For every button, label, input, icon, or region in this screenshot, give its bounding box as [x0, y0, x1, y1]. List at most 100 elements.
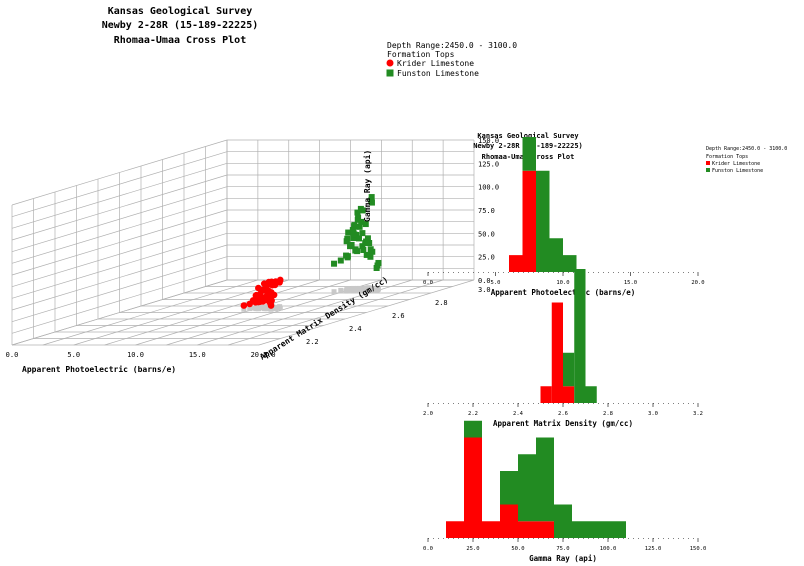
- legend-funston-marker: [386, 69, 394, 77]
- funston-point: [350, 229, 357, 236]
- histogram-tick-label: 20.0: [691, 280, 704, 286]
- z-axis-label: Apparent Matrix Density (gm/cc): [258, 274, 390, 362]
- funston-bar: [574, 269, 586, 403]
- funston-point: [344, 235, 351, 242]
- side-formation-tops-label: Formation Tops: [706, 154, 748, 160]
- histogram-axis-label: Gamma Ray (api): [529, 554, 597, 563]
- funston-point: [354, 209, 361, 216]
- floor-projection-point: [255, 306, 261, 312]
- floor-projection-point: [338, 287, 344, 293]
- scatter-points: [240, 194, 382, 312]
- funston-point: [363, 251, 370, 258]
- funston-bar: [590, 521, 608, 538]
- y-tick-label: 25.0: [478, 254, 495, 262]
- leftwall-gridline: [11, 232, 228, 299]
- side-depth-range: Depth Range:2450.0 - 3100.0: [706, 146, 787, 152]
- x-tick-label: 20.0: [251, 351, 268, 359]
- histogram-gamma: 0.0 25.0 50.0 75.0 100.0 125.0 150.0 Gamma Ray …: [423, 420, 706, 563]
- main-formation-tops-label: Formation Tops: [387, 50, 455, 59]
- histogram-tick-label: 2.4: [513, 411, 524, 417]
- krider-bar: [536, 521, 554, 538]
- histogram-tick-label: 5.0: [491, 280, 501, 286]
- z-tick-label: 2.8: [435, 299, 448, 307]
- floor-projection-point: [273, 306, 279, 312]
- floor-projection-point: [261, 305, 267, 311]
- funston-bar: [585, 386, 597, 403]
- funston-bar: [563, 352, 575, 387]
- funston-bar: [549, 238, 563, 272]
- leftwall-gridline: [11, 209, 228, 276]
- histogram-tick-label: 100.0: [600, 546, 617, 552]
- z-tick-label: 2.2: [306, 338, 319, 346]
- leftwall-gridline: [11, 162, 228, 229]
- funston-point: [350, 235, 357, 242]
- funston-point: [366, 240, 373, 246]
- legend-funston-label: Funston Limestone: [397, 69, 479, 78]
- krider-bar: [500, 504, 518, 538]
- side-legend-funston-label: Funston Limestone: [712, 168, 763, 174]
- leftwall-gridline: [11, 244, 228, 311]
- funston-point: [358, 218, 365, 225]
- histogram-tick-label: 2.6: [558, 411, 568, 417]
- y-tick-label: 0.0: [478, 277, 491, 285]
- krider-point: [276, 276, 284, 284]
- y-tick-label: 50.0: [478, 230, 495, 238]
- funston-point: [360, 246, 367, 253]
- x-tick-label: 5.0: [67, 351, 80, 359]
- leftwall-gridline: [11, 221, 228, 288]
- leftwall-gridline: [11, 186, 228, 253]
- funston-point: [364, 235, 371, 242]
- z-tick-label: 2.4: [349, 325, 362, 333]
- side-legend-funston-marker: [706, 168, 710, 172]
- histogram-tick-label: 50.0: [511, 546, 524, 552]
- krider-bar: [509, 255, 523, 272]
- side-title-1: Kansas Geological Survey: [477, 132, 579, 140]
- floor-projection-point: [241, 306, 247, 312]
- leftwall-gridline: [11, 256, 228, 323]
- funston-point: [368, 197, 375, 204]
- leftwall-gridline: [11, 279, 228, 346]
- histogram-tick-label: 0.0: [423, 280, 433, 286]
- y-tick-label: 125.0: [478, 160, 499, 168]
- histogram-tick-label: 125.0: [645, 546, 662, 552]
- y-tick-label: 150.0: [478, 137, 499, 145]
- main-title-3: Rhomaa-Umaa Cross Plot: [114, 35, 246, 46]
- side-legend-krider-marker: [706, 161, 710, 165]
- floor-projection-point: [277, 305, 283, 311]
- main-depth-range: Depth Range:2450.0 - 3100.0: [387, 41, 517, 50]
- funston-point: [362, 221, 369, 228]
- funston-point: [367, 246, 374, 253]
- funston-point: [343, 252, 350, 259]
- funston-bar: [536, 437, 554, 522]
- funston-bar: [536, 170, 550, 272]
- main-title-1: Kansas Geological Survey: [108, 5, 253, 17]
- krider-bar: [482, 521, 500, 538]
- y-tick-label: 100.0: [478, 184, 499, 192]
- krider-bar: [563, 386, 575, 403]
- krider-bar: [522, 170, 536, 272]
- funston-bar: [464, 420, 482, 438]
- krider-point: [255, 284, 262, 292]
- histogram-tick-label: 2.0: [423, 411, 433, 417]
- floor-projection-point: [250, 305, 256, 311]
- funston-bar: [572, 521, 590, 538]
- funston-point: [356, 223, 363, 230]
- krider-point: [270, 291, 278, 299]
- z-tick-label: 2.6: [392, 312, 405, 320]
- funston-point: [356, 235, 363, 242]
- funston-point: [352, 246, 359, 253]
- krider-bar: [540, 386, 552, 403]
- krider-bar: [446, 521, 464, 538]
- histogram-tick-label: 3.2: [693, 411, 703, 417]
- histogram-tick-label: 2.8: [603, 411, 613, 417]
- floor-projection-point: [247, 306, 253, 312]
- krider-bar: [518, 521, 536, 538]
- floor-projection-point: [264, 306, 270, 312]
- x-axis-label: Apparent Photoelectric (barns/e): [22, 364, 176, 374]
- funston-bar: [608, 521, 626, 538]
- leftwall-gridline: [11, 197, 228, 264]
- funston-bar: [563, 255, 577, 272]
- funston-point: [373, 265, 380, 271]
